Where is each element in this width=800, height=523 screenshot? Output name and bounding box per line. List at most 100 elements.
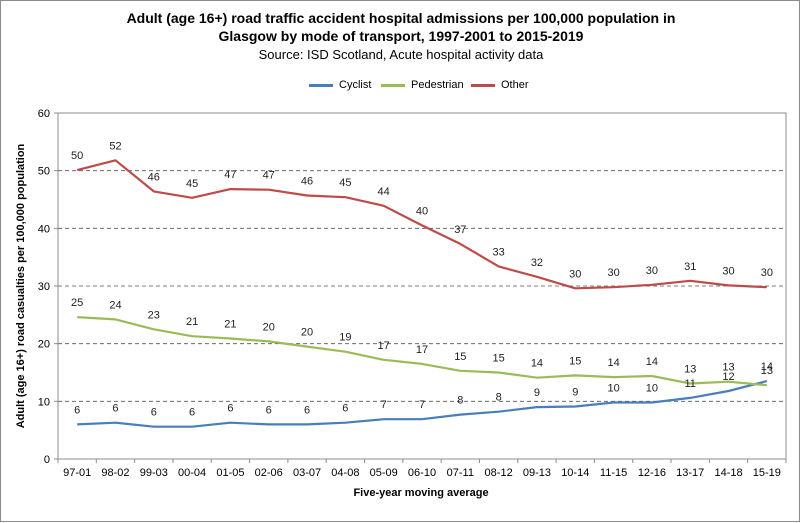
x-tick-label: 03-07 (293, 467, 321, 479)
data-label-pedestrian: 15 (493, 353, 505, 365)
data-label-cyclist: 10 (646, 382, 658, 394)
data-label-pedestrian: 13 (684, 363, 696, 375)
data-label-other: 31 (684, 261, 696, 273)
x-tick-label: 00-04 (178, 467, 206, 479)
x-tick-label: 02-06 (255, 467, 283, 479)
chart-title-line-1: Adult (age 16+) road traffic accident ho… (126, 10, 676, 26)
chart-subtitle: Source: ISD Scotland, Acute hospital act… (258, 47, 544, 62)
data-label-cyclist: 6 (304, 404, 310, 416)
data-label-other: 32 (531, 257, 543, 269)
data-label-cyclist: 6 (151, 407, 157, 419)
data-label-cyclist: 10 (607, 382, 619, 394)
data-label-other: 30 (569, 268, 581, 280)
x-tick-label: 04-08 (331, 467, 359, 479)
data-label-pedestrian: 14 (607, 357, 619, 369)
data-label-pedestrian: 19 (339, 332, 351, 344)
y-tick-label: 20 (38, 339, 50, 351)
series-line-other (76, 159, 767, 290)
data-label-cyclist: 6 (266, 404, 272, 416)
data-label-other: 30 (761, 267, 773, 279)
data-label-other: 30 (607, 267, 619, 279)
data-label-pedestrian: 15 (454, 351, 466, 363)
data-label-other: 47 (263, 170, 275, 182)
legend-item-cyclist: Cyclist (309, 79, 371, 91)
data-label-pedestrian: 24 (109, 299, 121, 311)
y-tick-label: 30 (38, 281, 50, 293)
y-tick-label: 10 (38, 396, 50, 408)
data-label-cyclist: 9 (572, 387, 578, 399)
legend-swatch-cyclist (309, 83, 333, 87)
series-line-pedestrian (77, 316, 767, 387)
legend-label-other: Other (501, 79, 529, 91)
data-label-cyclist: 14 (761, 361, 773, 373)
x-tick-label: 15-19 (753, 467, 781, 479)
data-label-pedestrian: 21 (224, 318, 236, 330)
data-label-other: 30 (646, 265, 658, 277)
y-tick-label: 60 (38, 108, 50, 120)
data-label-other: 50 (71, 150, 83, 162)
data-label-other: 37 (454, 224, 466, 236)
x-axis-label: Five-year moving average (353, 487, 488, 499)
data-label-cyclist: 6 (227, 403, 233, 415)
data-label-other: 30 (722, 265, 734, 277)
axes: 0 10 20 30 40 50 60 97-01 98-02 99-03 00-04 01-05 02… (38, 108, 787, 479)
x-tick-label: 13-17 (676, 467, 704, 479)
x-tick-label: 12-16 (638, 467, 666, 479)
data-label-cyclist: 7 (381, 399, 387, 411)
data-labels: 6 6 6 6 6 6 6 6 7 7 8 8 9 9 10 10 11 12 14 25 24 23 21 21 20 20 19… (71, 140, 773, 418)
data-label-cyclist: 6 (112, 403, 118, 415)
y-tick-label: 50 (38, 166, 50, 178)
data-label-other: 47 (224, 169, 236, 181)
data-label-pedestrian: 17 (416, 344, 428, 356)
data-label-pedestrian: 25 (71, 297, 83, 309)
legend-item-pedestrian: Pedestrian (381, 79, 464, 91)
data-label-other: 45 (186, 178, 198, 190)
data-label-other: 52 (109, 140, 121, 152)
x-tick-label: 10-14 (561, 467, 589, 479)
data-label-cyclist: 6 (189, 407, 195, 419)
x-tick-label: 08-12 (485, 467, 513, 479)
legend-label-pedestrian: Pedestrian (411, 79, 464, 91)
data-label-cyclist: 8 (457, 395, 463, 407)
data-label-pedestrian: 14 (531, 358, 543, 370)
data-label-pedestrian: 21 (186, 316, 198, 328)
data-label-pedestrian: 13 (722, 362, 734, 374)
x-tick-label: 05-09 (370, 467, 398, 479)
series-lines (76, 159, 768, 428)
data-label-other: 44 (378, 186, 390, 198)
chart-title-line-2: Glasgow by mode of transport, 1997-2001 … (218, 28, 584, 44)
data-label-other: 46 (301, 175, 313, 187)
x-tick-label: 01-05 (216, 467, 244, 479)
data-label-other: 40 (416, 205, 428, 217)
gridlines (58, 170, 786, 402)
data-label-other: 46 (148, 171, 160, 183)
x-tick-label: 09-13 (523, 467, 551, 479)
data-label-cyclist: 6 (342, 403, 348, 415)
data-label-pedestrian: 20 (263, 321, 275, 333)
data-label-cyclist: 6 (74, 404, 80, 416)
y-tick-label: 0 (44, 454, 50, 466)
data-label-cyclist: 9 (534, 387, 540, 399)
legend: Cyclist Pedestrian Other (1, 79, 800, 97)
x-tick-label: 97-01 (63, 467, 91, 479)
data-label-other: 45 (339, 177, 351, 189)
legend-label-cyclist: Cyclist (339, 79, 372, 91)
data-label-cyclist: 11 (684, 378, 695, 390)
x-tick-label: 98-02 (101, 467, 129, 479)
data-label-pedestrian: 17 (378, 340, 390, 352)
x-tick-label: 14-18 (714, 467, 742, 479)
data-label-pedestrian: 13 (761, 365, 773, 377)
data-label-pedestrian: 20 (301, 327, 313, 339)
x-tick-label: 99-03 (140, 467, 168, 479)
y-tick-label: 40 (38, 223, 50, 235)
x-tick-label: 07-11 (447, 467, 474, 479)
y-axis-label: Adult (age 16+) road casualties per 100,… (15, 143, 27, 428)
series-line-cyclist (77, 380, 768, 428)
legend-item-other: Other (471, 79, 529, 91)
data-label-cyclist: 12 (722, 371, 734, 383)
data-label-pedestrian: 15 (569, 355, 581, 367)
data-label-cyclist: 7 (419, 399, 425, 411)
data-label-other: 33 (493, 246, 505, 258)
